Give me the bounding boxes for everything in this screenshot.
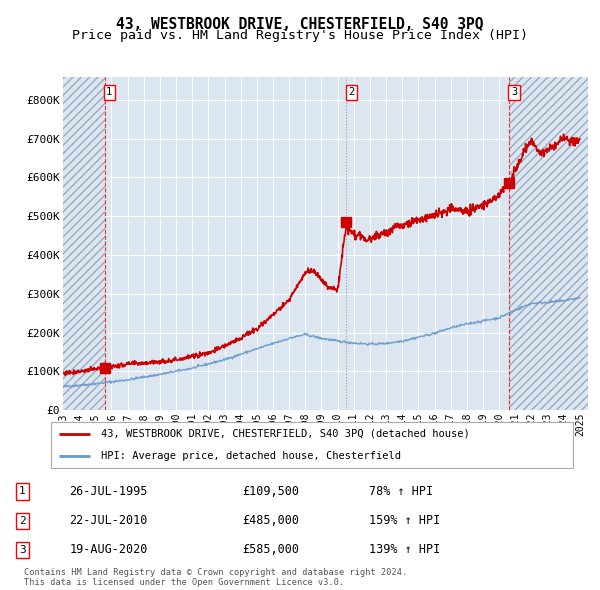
Text: 19-AUG-2020: 19-AUG-2020 [70, 543, 148, 556]
Text: 1: 1 [19, 486, 26, 496]
Text: Price paid vs. HM Land Registry's House Price Index (HPI): Price paid vs. HM Land Registry's House … [72, 30, 528, 42]
Text: 139% ↑ HPI: 139% ↑ HPI [369, 543, 440, 556]
Text: 26-JUL-1995: 26-JUL-1995 [70, 485, 148, 498]
Text: £585,000: £585,000 [242, 543, 299, 556]
Text: Contains HM Land Registry data © Crown copyright and database right 2024.
This d: Contains HM Land Registry data © Crown c… [24, 568, 407, 587]
Text: 22-JUL-2010: 22-JUL-2010 [70, 514, 148, 527]
Text: £485,000: £485,000 [242, 514, 299, 527]
Text: £109,500: £109,500 [242, 485, 299, 498]
Text: 1: 1 [106, 87, 112, 97]
Text: 3: 3 [19, 545, 26, 555]
Text: 2: 2 [348, 87, 355, 97]
Text: 43, WESTBROOK DRIVE, CHESTERFIELD, S40 3PQ: 43, WESTBROOK DRIVE, CHESTERFIELD, S40 3… [116, 17, 484, 31]
Text: 3: 3 [511, 87, 517, 97]
Text: 2: 2 [19, 516, 26, 526]
Text: 159% ↑ HPI: 159% ↑ HPI [369, 514, 440, 527]
Text: 78% ↑ HPI: 78% ↑ HPI [369, 485, 433, 498]
Text: HPI: Average price, detached house, Chesterfield: HPI: Average price, detached house, Ches… [101, 451, 401, 461]
FancyBboxPatch shape [50, 422, 574, 468]
Text: 43, WESTBROOK DRIVE, CHESTERFIELD, S40 3PQ (detached house): 43, WESTBROOK DRIVE, CHESTERFIELD, S40 3… [101, 429, 470, 439]
